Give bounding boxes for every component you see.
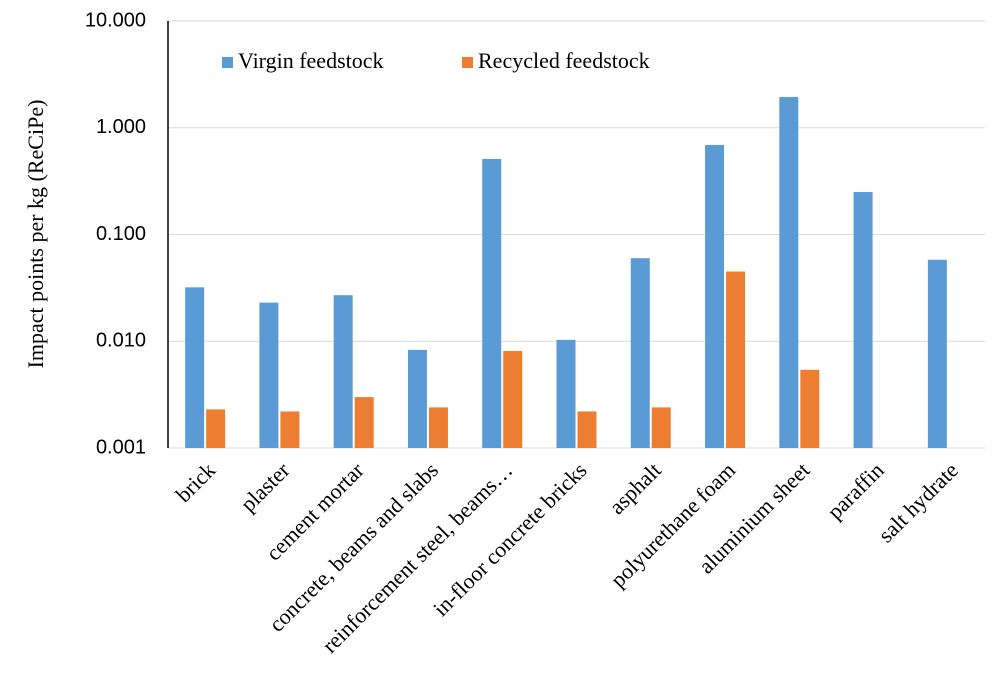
y-tick-label: 0.010 xyxy=(96,330,146,352)
x-tick-label: asphalt xyxy=(604,457,666,519)
bar xyxy=(407,349,427,448)
x-tick-label: plaster xyxy=(235,457,295,517)
bar xyxy=(577,411,597,448)
bar xyxy=(779,97,799,449)
bar xyxy=(503,351,523,448)
bar xyxy=(853,192,873,448)
bar xyxy=(280,411,300,448)
y-tick-label: 0.100 xyxy=(96,223,146,245)
bar xyxy=(927,259,947,448)
x-tick-label: polyurethane foam xyxy=(605,457,740,592)
x-tick-label: brick xyxy=(171,457,221,507)
bar xyxy=(428,407,448,448)
bar xyxy=(482,158,502,448)
bar xyxy=(556,339,576,448)
bar xyxy=(651,407,671,448)
y-tick-label: 1.000 xyxy=(96,116,146,138)
bar xyxy=(185,287,205,448)
bar xyxy=(726,271,746,448)
bar xyxy=(354,397,374,448)
bar xyxy=(259,302,279,448)
legend-label: Recycled feedstock xyxy=(478,48,650,73)
x-tick-label: paraffin xyxy=(822,457,889,524)
bar xyxy=(800,369,820,448)
legend-swatch xyxy=(222,57,233,68)
bar xyxy=(630,258,650,448)
bar xyxy=(206,409,226,448)
legend-swatch xyxy=(462,57,473,68)
y-tick-label: 10.000 xyxy=(85,9,146,31)
x-tick-label: salt hydrate xyxy=(873,457,963,547)
legend-label: Virgin feedstock xyxy=(238,48,384,73)
bar xyxy=(333,295,353,448)
bar xyxy=(705,144,725,448)
y-tick-label: 0.001 xyxy=(96,436,146,458)
y-axis-title: Impact points per kg (ReCiPe) xyxy=(23,100,48,369)
